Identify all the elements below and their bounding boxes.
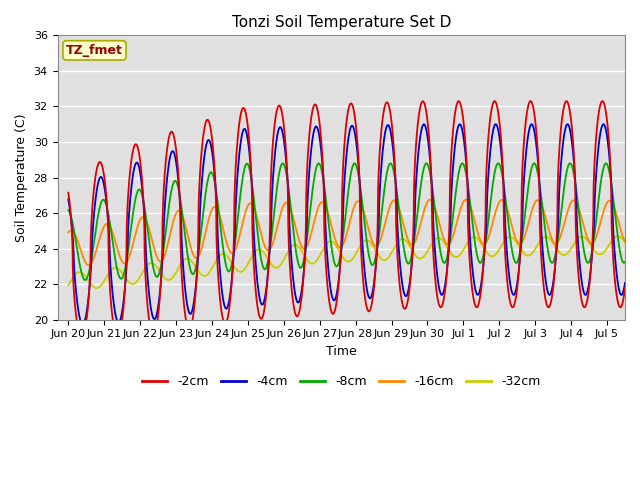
-8cm — [611, 205, 618, 211]
-16cm — [621, 239, 629, 244]
X-axis label: Time: Time — [326, 345, 356, 358]
-4cm — [456, 121, 463, 127]
Line: -8cm: -8cm — [68, 163, 625, 280]
-32cm — [161, 276, 169, 281]
-32cm — [614, 233, 621, 239]
-2cm — [611, 272, 618, 278]
-4cm — [65, 197, 72, 203]
-4cm — [128, 180, 136, 185]
-32cm — [611, 235, 618, 241]
-16cm — [65, 230, 72, 236]
-4cm — [278, 127, 286, 133]
-2cm — [114, 335, 122, 340]
-32cm — [621, 240, 629, 245]
-16cm — [426, 197, 434, 203]
-16cm — [128, 245, 136, 251]
-16cm — [611, 205, 618, 211]
-8cm — [128, 218, 136, 224]
-4cm — [611, 246, 618, 252]
Y-axis label: Soil Temperature (C): Soil Temperature (C) — [15, 113, 28, 242]
-2cm — [128, 153, 136, 159]
-2cm — [621, 285, 629, 290]
-32cm — [278, 260, 286, 266]
-4cm — [161, 201, 169, 206]
Line: -2cm: -2cm — [68, 101, 625, 337]
-2cm — [65, 190, 72, 196]
-8cm — [65, 207, 72, 213]
-32cm — [302, 255, 310, 261]
-2cm — [550, 274, 558, 280]
-8cm — [81, 277, 89, 283]
-16cm — [85, 263, 93, 268]
-2cm — [161, 168, 169, 173]
-8cm — [494, 160, 502, 166]
-2cm — [302, 202, 310, 208]
-8cm — [621, 259, 629, 265]
-2cm — [598, 98, 606, 104]
-16cm — [161, 252, 169, 257]
-32cm — [65, 282, 72, 288]
-4cm — [550, 270, 558, 276]
Line: -4cm: -4cm — [68, 124, 625, 324]
Title: Tonzi Soil Temperature Set D: Tonzi Soil Temperature Set D — [232, 15, 451, 30]
-8cm — [302, 243, 310, 249]
-32cm — [128, 281, 136, 287]
-8cm — [161, 235, 169, 240]
Line: -32cm: -32cm — [68, 236, 625, 288]
Legend: -2cm, -4cm, -8cm, -16cm, -32cm: -2cm, -4cm, -8cm, -16cm, -32cm — [137, 370, 545, 393]
-4cm — [302, 238, 310, 243]
-16cm — [302, 245, 310, 251]
-16cm — [278, 206, 286, 212]
-4cm — [79, 322, 86, 327]
-4cm — [621, 280, 629, 286]
-16cm — [550, 240, 558, 246]
-32cm — [93, 285, 100, 291]
-8cm — [550, 256, 558, 262]
-32cm — [550, 242, 558, 248]
Text: TZ_fmet: TZ_fmet — [66, 44, 123, 57]
-8cm — [278, 161, 286, 167]
-2cm — [278, 110, 286, 116]
Line: -16cm: -16cm — [68, 200, 625, 265]
